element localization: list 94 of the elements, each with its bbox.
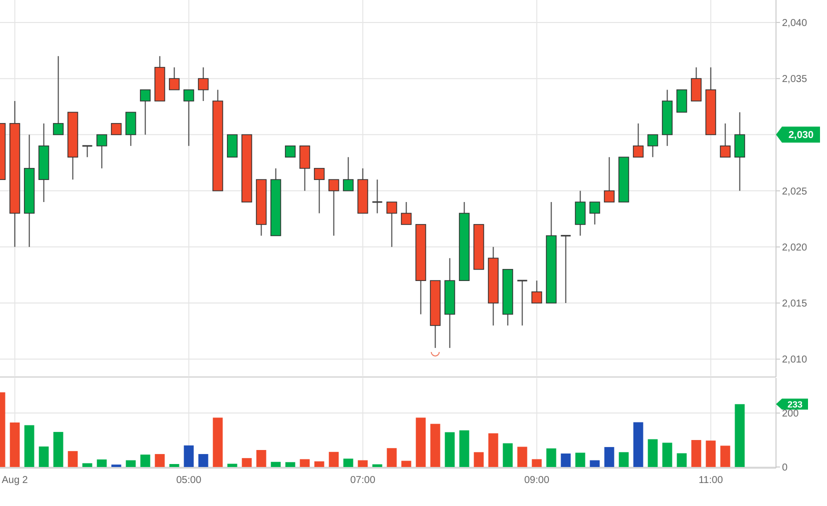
bar: [256, 450, 266, 467]
candlestick: [110, 123, 122, 136]
bar: [502, 443, 513, 467]
bar: [96, 459, 107, 467]
bar: [38, 446, 49, 467]
bar: [68, 451, 78, 467]
bar: [604, 447, 614, 467]
x-tick-label: 09:00: [524, 475, 550, 486]
y-tick-label: 2,035: [782, 74, 808, 86]
candlestick: [632, 122, 644, 158]
candlestick: [226, 134, 238, 158]
x-tick-label: Aug 2: [2, 475, 28, 486]
candlestick: [734, 112, 746, 192]
text: 233: [787, 399, 803, 410]
bar: [546, 448, 556, 467]
candlestick: [140, 89, 151, 136]
x-tick-label: 11:00: [698, 475, 724, 486]
bar: [734, 404, 745, 467]
bar: [676, 453, 687, 467]
candlestick: [589, 202, 600, 225]
y-tick-label: 2,040: [782, 18, 808, 29]
candlestick: [531, 280, 542, 304]
x-tick-label: 07:00: [350, 475, 376, 486]
bar: [720, 446, 730, 467]
bar: [10, 422, 20, 467]
bar: [53, 432, 64, 467]
bar: [285, 462, 296, 467]
bar: [358, 460, 368, 467]
candlestick: [574, 190, 586, 236]
bar: [198, 454, 208, 467]
candlestick: [400, 202, 412, 225]
candlestick: [720, 122, 731, 158]
bar: [184, 445, 194, 467]
bar: [126, 460, 136, 467]
bar: [691, 440, 702, 467]
bar: [154, 454, 165, 467]
bar: [24, 425, 34, 467]
bar: [488, 433, 498, 467]
y-tick-label: 200: [782, 408, 800, 420]
y-tick-label: 0: [782, 462, 788, 474]
bar: [560, 454, 571, 467]
y-tick-label: 2,020: [782, 242, 808, 254]
bar: [459, 430, 470, 467]
candlestick: [299, 145, 310, 192]
bar: [343, 458, 354, 467]
candlestick: [560, 234, 572, 304]
candlestick: [676, 89, 688, 113]
candlestick: [284, 146, 296, 158]
bar: [242, 458, 252, 467]
bar: [575, 452, 586, 467]
bar: [517, 446, 528, 467]
bar: [212, 418, 223, 467]
y-tick-label: 2,025: [782, 186, 808, 198]
bar: [386, 448, 397, 467]
candlestick: [314, 168, 325, 214]
bar: [372, 464, 382, 467]
candlestick: [198, 66, 209, 102]
bar: [474, 452, 484, 467]
candlestick: [168, 66, 180, 90]
bar: [140, 454, 150, 467]
bar: [416, 418, 426, 467]
candlestick: [690, 66, 702, 102]
candlestick: [183, 89, 194, 146]
bar: [430, 424, 440, 467]
candlestick: [125, 112, 136, 146]
bar: [590, 460, 600, 467]
bar: [648, 439, 658, 467]
candlestick: [604, 156, 615, 203]
bar: [618, 452, 629, 467]
bar: [706, 440, 716, 467]
bar: [314, 461, 324, 467]
bar: [633, 422, 644, 467]
candlestick: [516, 280, 528, 326]
bar: [662, 442, 672, 467]
x-tick-label: 05:00: [176, 475, 202, 486]
candlestick: [386, 202, 398, 248]
candlestick: [342, 156, 354, 192]
candlestick: [52, 56, 64, 136]
bar: [444, 432, 455, 467]
candlestick: [82, 145, 93, 158]
bar: [82, 463, 92, 467]
text: 2,030: [788, 130, 814, 142]
candlestick: [372, 179, 383, 214]
y-tick-label: 2,010: [782, 354, 808, 366]
bar: [169, 464, 180, 467]
candlestick: [647, 134, 658, 158]
candlestick: [328, 179, 340, 236]
bar: [401, 460, 412, 467]
candlestick: [96, 134, 108, 169]
bar: [270, 462, 281, 467]
bar: [300, 459, 310, 467]
bar: [532, 459, 542, 467]
y-tick-label: 2,015: [782, 298, 808, 310]
bar: [328, 452, 339, 467]
